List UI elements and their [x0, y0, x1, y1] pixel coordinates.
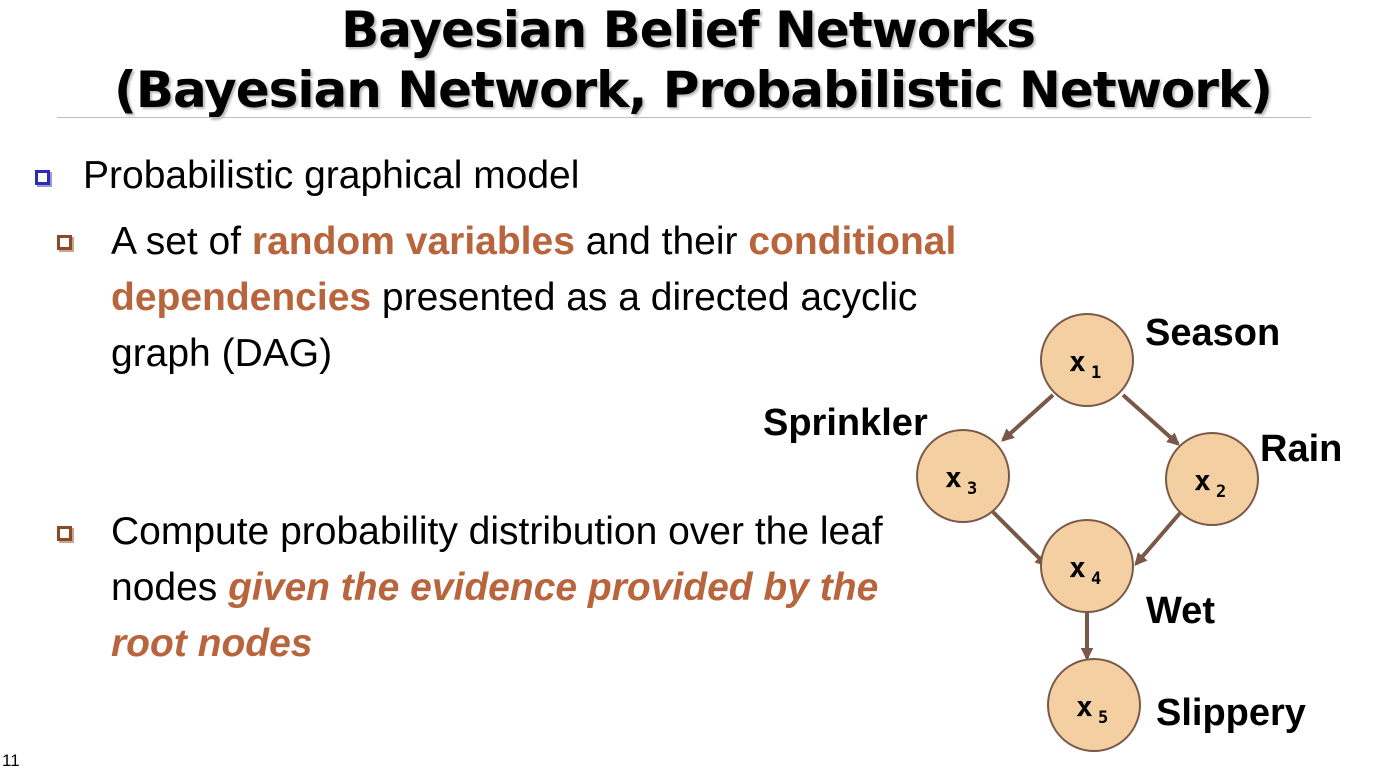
bullet-text-segment: and their: [574, 220, 749, 263]
bullet-level2-compute: Compute probability distribution over th…: [111, 504, 931, 672]
bullet-text-segment: presented as a directed acyclic graph (D…: [111, 276, 918, 375]
node-label-slippery: Slippery: [1156, 692, 1306, 734]
node-label-wet: Wet: [1146, 590, 1215, 632]
slide-title-line-1: Bayesian Belief Networks: [341, 1, 1036, 59]
edge-x3-to-x4: [991, 510, 1048, 567]
bullet-level2-dag: A set of random variables and their cond…: [111, 214, 1011, 382]
highlight-given-evidence: given the evidence provided by the root …: [111, 566, 879, 665]
checkbox-bullet-icon: [35, 170, 50, 185]
node-label-sprinkler: Sprinkler: [763, 402, 928, 444]
node-x3: x 3: [916, 429, 1010, 523]
node-x4: x 4: [1040, 519, 1134, 613]
node-x2: x 2: [1165, 432, 1259, 526]
page-number: 11: [2, 751, 20, 770]
node-x1-symbol: x: [1069, 345, 1086, 378]
slide-title-line-2: (Bayesian Network, Probabilistic Network…: [113, 61, 1273, 119]
checkbox-bullet-icon: [57, 526, 72, 541]
node-x4-symbol: x: [1069, 551, 1086, 584]
node-x1-subscript: 1: [1091, 363, 1101, 383]
node-x2-subscript: 2: [1216, 482, 1226, 502]
node-x5-subscript: 5: [1098, 708, 1108, 728]
bullet-text-segment: Compute probability distribution over th…: [111, 510, 883, 609]
highlight-random-variables: random variables: [251, 220, 575, 263]
edge-x2-to-x4: [1134, 511, 1182, 566]
node-label-rain: Rain: [1260, 428, 1343, 470]
node-x5: x 5: [1047, 658, 1141, 752]
node-x5-symbol: x: [1076, 690, 1093, 723]
node-label-season: Season: [1145, 312, 1281, 354]
checkbox-bullet-icon: [57, 235, 72, 250]
bullet-text-segment: Probabilistic graphical model: [83, 154, 580, 197]
edge-x1-to-x3: [1001, 393, 1055, 442]
node-x3-subscript: 3: [967, 479, 977, 499]
edge-x1-to-x2: [1121, 393, 1180, 446]
node-x3-symbol: x: [945, 461, 962, 494]
node-x1: x 1: [1040, 313, 1134, 407]
node-x2-symbol: x: [1194, 464, 1211, 497]
title-divider: [57, 117, 1311, 118]
node-x4-subscript: 4: [1091, 569, 1101, 589]
bullet-level1: Probabilistic graphical model: [83, 148, 579, 204]
highlight-conditional-dependencies: conditional dependencies: [111, 220, 957, 319]
bullet-text-segment: A set of: [111, 220, 252, 263]
